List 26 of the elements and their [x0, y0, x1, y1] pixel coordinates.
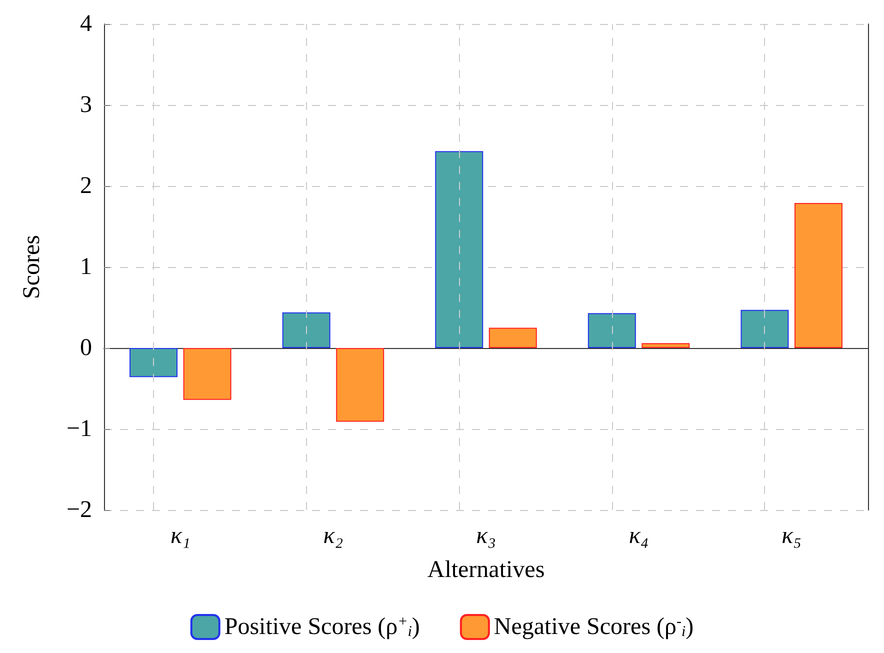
bar	[740, 310, 789, 348]
legend-label: Positive Scores (ρ+i)	[224, 614, 420, 640]
bar	[130, 348, 178, 378]
bar	[183, 348, 232, 400]
x-axis-title: Alternatives	[427, 557, 545, 583]
bar	[588, 313, 636, 348]
y-tick-label: 2	[80, 173, 92, 199]
bar	[435, 151, 484, 348]
bar	[794, 203, 842, 348]
y-tick-label: 0	[80, 335, 92, 361]
x-tick-label: κ₃	[476, 523, 496, 549]
x-tick-label: κ₄	[628, 523, 649, 549]
bar	[642, 343, 690, 348]
bar	[282, 312, 330, 348]
bar	[488, 328, 537, 348]
bar	[336, 348, 384, 422]
y-tick-label: 1	[80, 254, 92, 280]
x-tick-label: κ₅	[782, 523, 802, 549]
y-tick-label: 3	[80, 92, 92, 118]
x-tick-label: κ₂	[323, 523, 344, 549]
y-tick-label: 4	[80, 11, 92, 37]
legend-label: Negative Scores (ρ-i)	[494, 614, 694, 640]
y-tick-label: −2	[66, 497, 92, 523]
x-tick-label: κ₁	[170, 523, 190, 549]
y-axis-title: Scores	[19, 235, 45, 299]
y-tick-label: −1	[66, 416, 92, 442]
